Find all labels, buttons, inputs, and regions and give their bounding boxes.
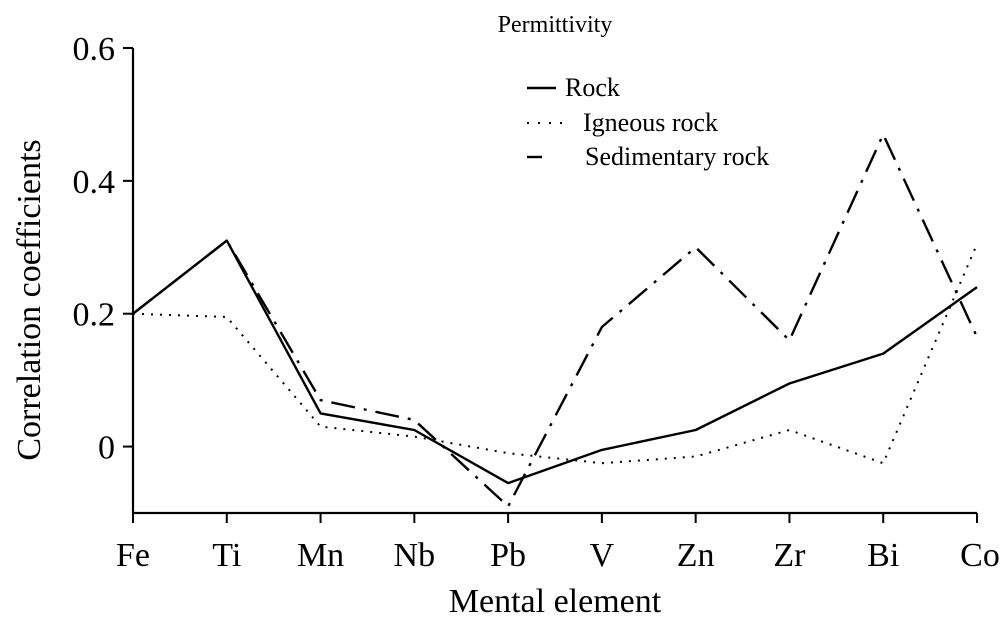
x-tick-label: Nb — [394, 537, 436, 574]
series-line-rock — [132, 239, 978, 485]
series-layer — [132, 133, 979, 508]
x-tick-label: Fe — [116, 537, 150, 574]
x-tick-label: V — [590, 537, 615, 574]
chart-title: Permittivity — [498, 12, 613, 38]
y-tick-label: 0.2 — [73, 297, 116, 334]
y-tick-label: 0.4 — [73, 164, 116, 201]
x-tick-label: Mn — [297, 537, 344, 574]
y-ticks: 0 0.2 0.4 0.6 — [73, 31, 133, 467]
x-axis-label: Mental element — [449, 583, 662, 620]
x-tick-label: Zr — [773, 537, 806, 574]
x-tick-label: Co — [960, 537, 1000, 574]
series-line-igneous-rock — [132, 243, 978, 465]
x-tick-label: Bi — [867, 537, 899, 574]
x-tick-label: Pb — [490, 537, 526, 574]
legend-label-igneous-rock: Igneous rock — [583, 108, 718, 137]
legend-label-sedimentary-rock: Sedimentary rock — [585, 142, 769, 171]
x-tick-label: Zn — [677, 537, 715, 574]
legend: Rock Igneous rock Sedimentary rock — [527, 73, 769, 171]
x-ticks: Fe Ti Mn Nb Pb V Zn Zr Bi Co — [116, 513, 1000, 574]
y-axis-label: Correlation coefficients — [11, 139, 48, 460]
x-tick-label: Ti — [212, 537, 241, 574]
legend-label-rock: Rock — [565, 73, 620, 102]
series-line-sedimentary-rock — [132, 133, 979, 508]
y-tick-label: 0 — [98, 430, 115, 467]
y-tick-label: 0.6 — [73, 31, 116, 68]
